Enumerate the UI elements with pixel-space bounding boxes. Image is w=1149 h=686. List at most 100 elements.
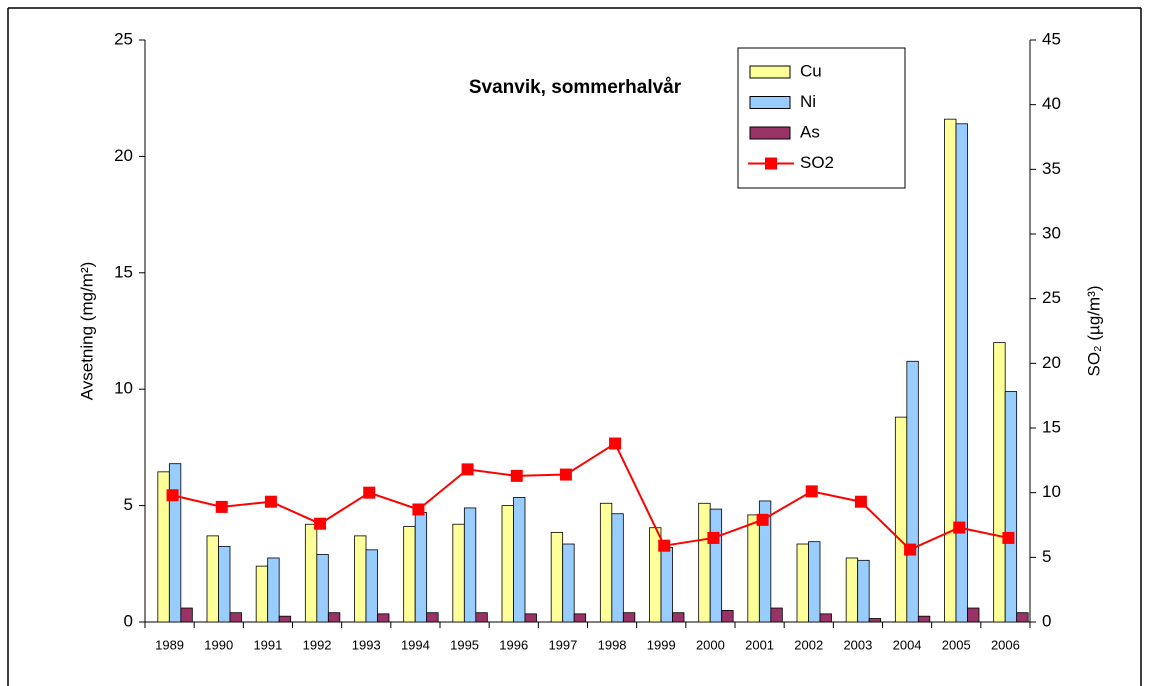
bar [698,502,711,623]
x-tick-label: 1989 [155,637,184,652]
bar [796,543,809,623]
x-tick-label: 2002 [794,637,823,652]
line-marker [215,500,228,513]
legend-swatch [765,157,777,170]
x-tick-label: 2001 [745,637,774,652]
bar [278,615,292,623]
bar [255,565,269,623]
line-marker [363,486,376,499]
bar [513,497,526,623]
y2-tick-label: 0 [1042,611,1051,630]
x-tick-label: 1992 [303,637,332,652]
bar [819,613,832,623]
line-marker [609,437,622,450]
y-tick-label: 20 [114,146,133,165]
legend-swatch [749,65,791,79]
bar [463,507,477,623]
bar [426,612,439,623]
bar [944,118,957,623]
bar [967,607,980,623]
bar [955,123,968,623]
bar [993,342,1006,623]
bar [747,514,760,623]
y-tick-label: 0 [124,611,133,630]
y-tick-label: 15 [114,262,133,281]
bar [377,613,390,623]
bar [622,612,636,623]
bar [206,535,219,623]
bar [660,547,673,623]
y2-tick-label: 30 [1042,223,1061,242]
bar [808,541,821,623]
bar [267,557,280,623]
legend-swatch [749,126,791,140]
y-tick-label: 5 [124,495,133,514]
legend-label: Cu [800,61,822,80]
y2-tick-label: 45 [1042,29,1061,48]
bar [524,613,537,623]
bar [414,512,428,623]
line-marker [461,463,474,476]
line-marker [264,495,277,508]
bar [365,549,378,623]
bar [611,513,624,623]
bar [758,500,772,623]
x-tick-label: 1991 [253,637,282,652]
line-marker [658,539,671,552]
line-marker [805,485,818,498]
y-axis-label: Avsetning (mg/m²) [77,262,96,401]
bar [304,523,318,623]
x-tick-label: 1994 [401,637,430,652]
x-tick-label: 1995 [450,637,479,652]
legend-label: Ni [800,92,816,111]
line-marker [166,489,179,502]
bar [562,543,575,623]
y-tick-label: 10 [114,379,133,398]
line-marker [953,521,966,534]
chart-title: Svanvik, sommerhalvår [469,77,682,98]
line [172,442,1009,551]
legend-label: SO2 [800,153,834,172]
line-marker [707,531,720,544]
bar [1016,612,1029,623]
legend-swatch [749,96,791,109]
bar [501,505,514,623]
bar [770,607,783,623]
bar [168,463,182,623]
x-tick-label: 1998 [598,637,627,652]
x-tick-label: 1990 [204,637,233,652]
bar [452,523,465,623]
y2-tick-label: 15 [1042,417,1061,436]
line-marker [412,503,425,516]
bar [868,618,882,623]
legend-label: As [800,122,820,141]
bar [721,609,734,623]
y-tick-label: 25 [114,29,133,48]
x-tick-label: 2006 [991,637,1020,652]
line-marker [854,495,867,508]
bar [550,531,564,623]
bar [218,545,231,623]
line-marker [1002,531,1015,544]
bar [327,612,341,623]
y2-tick-label: 10 [1042,482,1061,501]
bar [475,612,488,623]
bar [906,360,919,623]
x-tick-label: 2000 [696,637,725,652]
line-marker [559,468,572,481]
bar [180,607,193,623]
y2-tick-label: 40 [1042,94,1061,113]
bar [1004,391,1018,623]
bar [599,502,613,623]
bar [709,508,723,623]
bar [573,613,587,623]
x-tick-label: 1999 [647,637,676,652]
bar [917,615,931,623]
y2-tick-label: 35 [1042,159,1061,178]
bar [354,535,367,623]
bar [229,612,242,623]
line-marker [756,513,769,526]
line-marker [904,543,917,556]
x-tick-label: 1997 [548,637,577,652]
